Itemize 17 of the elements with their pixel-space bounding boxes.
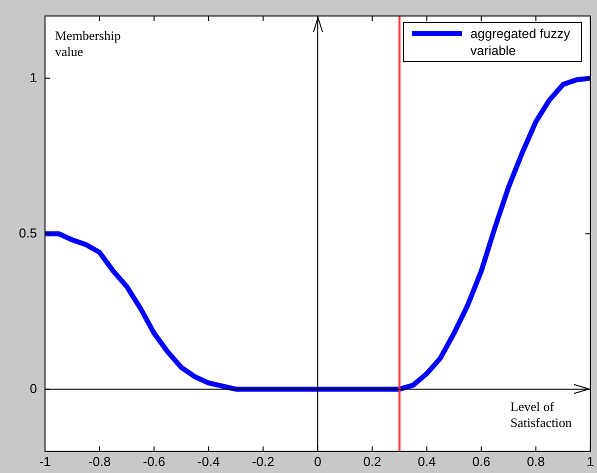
x-tick-label: 1 <box>586 454 594 469</box>
x-tick-label: -1 <box>39 454 51 469</box>
x-tick-label: 0.2 <box>363 454 382 469</box>
x-tick-label: -0.2 <box>252 454 274 469</box>
x-tick-label: 0.8 <box>526 454 545 469</box>
x-tick-label: 0.4 <box>418 454 436 469</box>
legend-label: aggregated fuzzy variable <box>470 25 572 59</box>
x-tick-label: 0.6 <box>472 454 490 469</box>
x-axis-title: Level of Satisfaction <box>510 399 573 432</box>
x-tick-label: -0.4 <box>197 454 220 469</box>
y-axis-title: Membership value <box>55 28 122 60</box>
x-tick-label: -0.8 <box>88 454 111 469</box>
x-tick-label: 0 <box>314 454 322 469</box>
x-tick-label: -0.6 <box>142 454 166 469</box>
y-tick-label: 0.5 <box>18 225 37 240</box>
y-tick-label: 0 <box>30 380 37 396</box>
y-tick-label: 1 <box>30 70 37 85</box>
